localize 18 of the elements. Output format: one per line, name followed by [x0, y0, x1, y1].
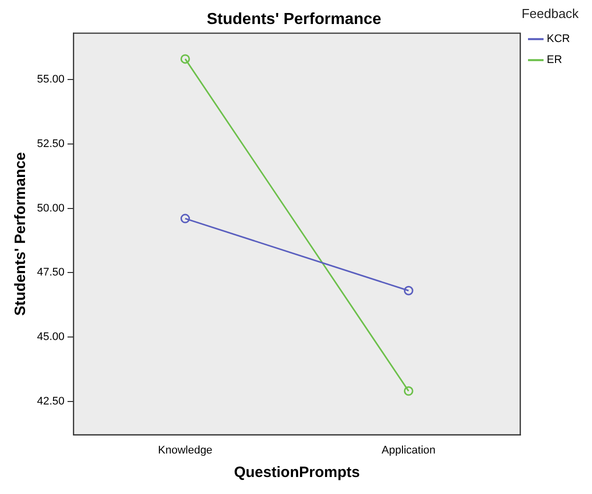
legend-title: Feedback: [522, 6, 580, 22]
y-tick-label: 45.00: [36, 331, 65, 344]
y-axis-title: Students' Performance: [12, 152, 30, 316]
y-tick-label: 52.50: [36, 138, 65, 150]
chart-title: Students' Performance: [206, 11, 382, 28]
x-axis-title: QuestionPrompts: [234, 464, 360, 482]
point: [404, 286, 414, 296]
x-tick-label: Application: [382, 444, 436, 456]
legend-label: KCR: [546, 33, 570, 46]
point: [404, 386, 414, 396]
y-tick-label: 55.00: [36, 74, 65, 86]
y-tick-label: 42.50: [36, 395, 65, 408]
legend-label: ER: [546, 54, 562, 66]
y-tick-label: 47.50: [36, 266, 65, 279]
y-tick-label: 50.00: [36, 202, 65, 214]
point: [180, 54, 190, 64]
x-tick-label: Knowledge: [158, 444, 212, 456]
point: [180, 214, 190, 224]
